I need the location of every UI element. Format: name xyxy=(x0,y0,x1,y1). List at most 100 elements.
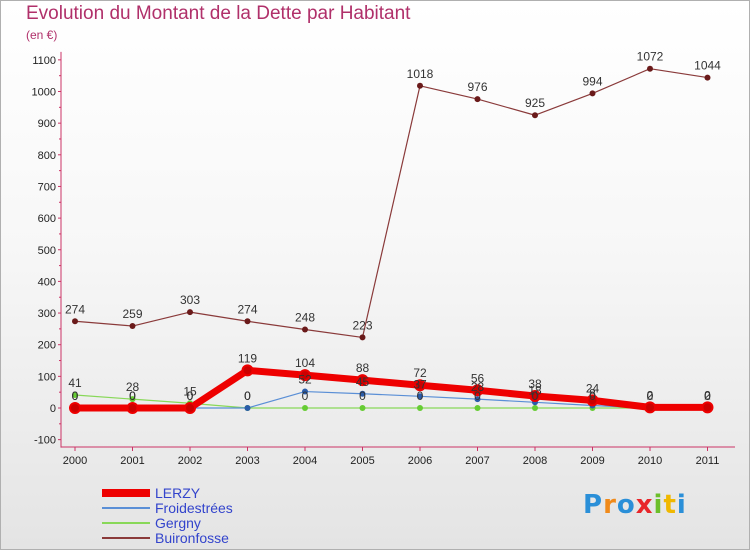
y-tick-label: 600 xyxy=(38,213,56,225)
legend-label-gergny: Gergny xyxy=(155,515,201,531)
data-label-buironfosse: 248 xyxy=(295,311,315,325)
y-tick-label: 500 xyxy=(38,245,56,257)
x-tick-label: 2004 xyxy=(293,455,317,467)
logo-letter: i xyxy=(676,490,687,520)
series-line-lerzy xyxy=(71,366,711,412)
y-tick-label: 900 xyxy=(38,118,56,130)
logo-letter: x xyxy=(635,490,654,520)
legend-label-froidestrées: Froidestrées xyxy=(155,500,233,516)
y-tick-label: 100 xyxy=(38,371,56,383)
data-label-froidestrées: 0 xyxy=(647,389,654,403)
logo-letter: r xyxy=(603,490,617,520)
logo-letter: i xyxy=(653,490,664,520)
data-point-lerzy xyxy=(69,402,81,414)
data-label-froidestrées: 37 xyxy=(413,377,427,391)
data-point-buironfosse xyxy=(302,326,308,333)
data-label-buironfosse: 274 xyxy=(237,302,257,316)
data-point-buironfosse xyxy=(647,65,653,72)
data-point-froidestrées xyxy=(417,393,423,400)
data-label-buironfosse: 976 xyxy=(467,80,487,94)
data-label-buironfosse: 223 xyxy=(352,318,372,332)
logo-letter: P xyxy=(583,490,604,520)
data-label-lerzy: 24 xyxy=(586,381,600,395)
data-point-lerzy xyxy=(529,389,541,402)
data-label-buironfosse: 1072 xyxy=(637,50,664,64)
data-label-buironfosse: 274 xyxy=(65,302,85,316)
data-point-froidestrées xyxy=(359,390,366,397)
data-label-gergny: 15 xyxy=(183,384,197,398)
data-label-gergny: 0 xyxy=(704,389,711,403)
series-line-buironfosse xyxy=(74,68,709,339)
data-label-lerzy: 2 xyxy=(647,388,654,402)
x-tick-label: 2003 xyxy=(235,455,259,467)
data-label-buironfosse: 925 xyxy=(525,96,545,110)
data-label-lerzy: 72 xyxy=(413,366,427,380)
data-point-lerzy xyxy=(701,401,714,414)
data-point-gergny xyxy=(532,405,538,411)
data-label-froidestrées: 45 xyxy=(356,375,370,389)
x-tick-label: 2010 xyxy=(638,455,662,467)
x-tick-label: 2011 xyxy=(696,455,720,467)
data-label-lerzy: 2 xyxy=(704,388,711,402)
data-label-lerzy: 119 xyxy=(238,351,257,365)
y-tick-label: -100 xyxy=(34,435,56,447)
y-tick-label: 1100 xyxy=(32,55,56,67)
data-point-gergny xyxy=(72,392,78,399)
data-label-gergny: 0 xyxy=(302,389,309,403)
data-point-froidestrées xyxy=(244,405,251,411)
x-tick-label: 2007 xyxy=(465,455,489,467)
data-point-gergny xyxy=(359,405,366,411)
proxiti-logo: Proxiti xyxy=(583,490,687,520)
x-tick-label: 2002 xyxy=(178,455,202,467)
data-label-lerzy: 0 xyxy=(129,389,136,403)
data-point-froidestrées xyxy=(474,396,481,403)
unit-label: (en €) xyxy=(26,28,58,42)
data-label-froidestrées: 0 xyxy=(704,389,711,403)
x-tick-label: 2006 xyxy=(408,455,432,467)
data-label-lerzy: 0 xyxy=(72,389,79,403)
data-point-lerzy xyxy=(299,369,311,382)
y-tick-label: 400 xyxy=(38,276,56,288)
data-point-lerzy xyxy=(356,374,369,387)
data-label-gergny: 0 xyxy=(417,389,424,403)
series-line-gergny xyxy=(74,394,709,409)
x-tick-label: 2008 xyxy=(523,455,547,467)
data-label-lerzy: 88 xyxy=(356,361,370,375)
data-point-buironfosse xyxy=(704,74,711,81)
data-point-gergny xyxy=(474,405,481,411)
y-tick-label: 300 xyxy=(38,308,56,320)
data-point-buironfosse xyxy=(417,82,423,89)
data-label-gergny: 0 xyxy=(589,389,596,403)
data-point-buironfosse xyxy=(474,96,481,103)
x-tick-label: 2009 xyxy=(580,455,604,467)
y-tick-label: 800 xyxy=(38,150,56,162)
data-label-buironfosse: 259 xyxy=(122,307,142,321)
data-label-lerzy: 56 xyxy=(471,371,485,385)
data-label-lerzy: 0 xyxy=(187,389,194,403)
data-point-buironfosse xyxy=(72,318,78,325)
data-label-froidestrées: 0 xyxy=(187,389,194,403)
logo-letter: o xyxy=(616,490,636,520)
y-tick-label: 200 xyxy=(38,340,56,352)
data-point-lerzy xyxy=(241,364,254,377)
legend-label-buironfosse: Buironfosse xyxy=(155,530,229,546)
y-tick-label: 0 xyxy=(50,403,56,415)
data-label-froidestrées: 0 xyxy=(72,389,79,403)
data-point-lerzy xyxy=(471,384,484,397)
data-label-froidestrées: 0 xyxy=(244,389,251,403)
data-label-buironfosse: 1018 xyxy=(407,67,434,81)
data-label-froidestrées: 0 xyxy=(129,389,136,403)
data-point-gergny xyxy=(417,405,423,411)
data-label-gergny: 0 xyxy=(244,389,251,403)
data-label-froidestrées: 52 xyxy=(298,373,312,387)
x-tick-label: 2001 xyxy=(120,455,144,467)
data-point-gergny xyxy=(129,396,136,403)
data-label-gergny: 41 xyxy=(68,376,82,390)
x-tick-label: 2000 xyxy=(63,455,87,467)
data-label-froidestrées: 18 xyxy=(528,383,542,397)
data-label-buironfosse: 1044 xyxy=(694,59,721,73)
data-point-buironfosse xyxy=(532,112,538,119)
legend-label-lerzy: LERZY xyxy=(155,485,201,501)
data-point-lerzy xyxy=(644,401,656,414)
